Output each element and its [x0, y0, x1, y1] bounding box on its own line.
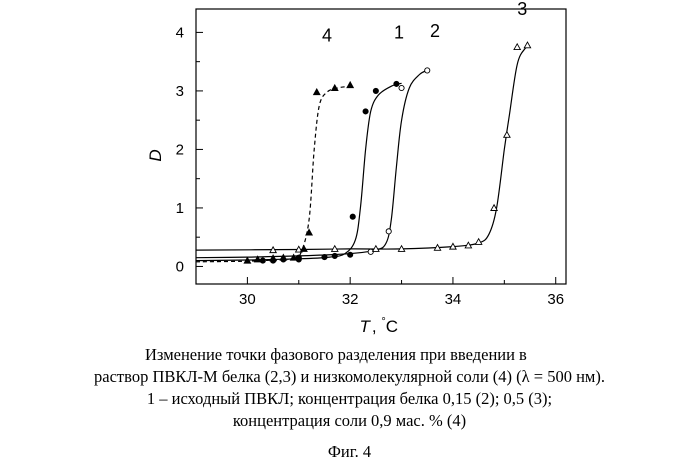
series-1-point [332, 253, 337, 258]
y-axis-title: D [146, 149, 165, 161]
chart-axes: 3032343601234DT, °C [146, 9, 566, 336]
series-1-point [350, 214, 355, 219]
caption-line-4: концентрация соли 0,9 мас. % (4) [0, 410, 699, 432]
series-3-point [514, 44, 520, 50]
caption-line-2: раствор ПВКЛ-М белка (2,3) и низкомолеку… [0, 366, 699, 388]
curve-label-2: 2 [430, 21, 440, 41]
series-1-point [394, 81, 399, 86]
series-3-point [504, 132, 510, 138]
series-1-curve [196, 83, 402, 260]
series-4-point [270, 255, 276, 261]
y-tick-label: 3 [176, 83, 184, 100]
x-tick-label: 30 [239, 291, 256, 308]
curve-label-1: 1 [394, 22, 404, 42]
y-tick-label: 0 [176, 258, 184, 275]
figure-label: Фиг. 4 [0, 441, 699, 463]
phase-separation-chart: 3032343601234DT, °C 1234 [0, 0, 699, 340]
y-tick-label: 4 [176, 24, 184, 41]
x-tick-label: 34 [445, 291, 462, 308]
series-3-point [524, 42, 530, 48]
series-3-curve [196, 47, 530, 250]
series-4-point [280, 254, 286, 260]
y-tick-label: 1 [176, 200, 184, 217]
series-1-point [322, 254, 327, 259]
x-tick-label: 36 [547, 291, 564, 308]
x-tick-label: 32 [342, 291, 359, 308]
series-1-point [348, 252, 353, 257]
series-4-point [347, 82, 353, 88]
series-2-point [399, 85, 404, 90]
chart-curves [196, 47, 530, 262]
caption-line-1: Изменение точки фазового разделения при … [0, 344, 699, 366]
y-tick-label: 2 [176, 141, 184, 158]
series-4-point [314, 89, 320, 95]
curve-label-3: 3 [517, 0, 527, 19]
series-2-point [425, 68, 430, 73]
series-1-point [296, 255, 301, 260]
x-axis-unit: , °C [372, 316, 398, 336]
curve-label-4: 4 [322, 25, 332, 45]
series-1-point [363, 109, 368, 114]
series-2-point [386, 229, 391, 234]
x-axis-title: T [359, 317, 371, 336]
chart-markers [244, 42, 530, 263]
series-1-point [373, 88, 378, 93]
chart-labels: 1 2 3 4 [322, 0, 527, 45]
plot-frame [196, 9, 566, 284]
caption-line-3: 1 – исходный ПВКЛ; концентрация белка 0,… [0, 388, 699, 410]
series-2-curve [196, 70, 427, 257]
series-4-point [301, 246, 307, 252]
series-4-curve [196, 86, 350, 262]
